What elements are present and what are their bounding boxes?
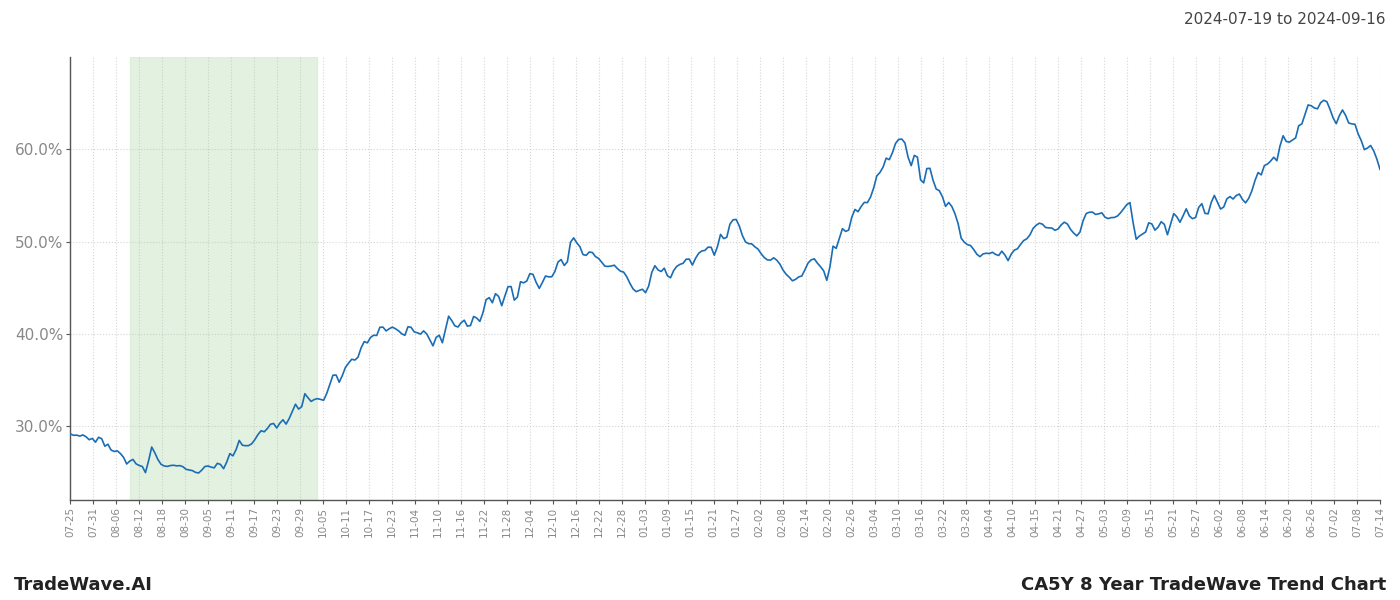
Text: TradeWave.AI: TradeWave.AI <box>14 576 153 594</box>
Bar <box>130 57 318 500</box>
Text: CA5Y 8 Year TradeWave Trend Chart: CA5Y 8 Year TradeWave Trend Chart <box>1021 576 1386 594</box>
Text: 2024-07-19 to 2024-09-16: 2024-07-19 to 2024-09-16 <box>1184 12 1386 27</box>
